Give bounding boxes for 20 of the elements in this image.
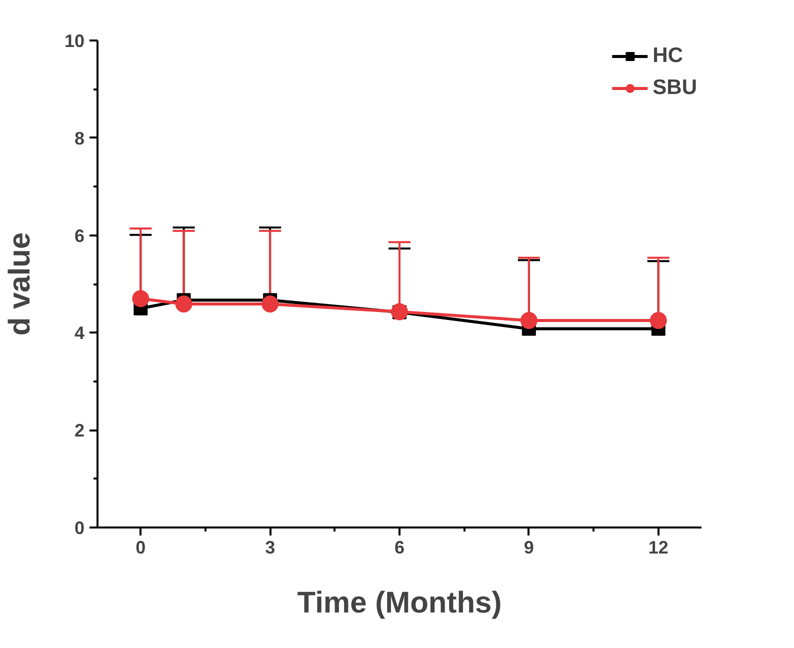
x-tick-label: 9 [524, 538, 534, 558]
y-tick-label: 0 [74, 518, 85, 538]
x-tick-label: 12 [648, 538, 668, 558]
y-tick-label: 4 [74, 323, 85, 344]
point [132, 290, 150, 308]
point [650, 312, 667, 330]
y-tick-label: 8 [74, 128, 85, 148]
x-tick-label: 0 [136, 538, 146, 558]
y-tick-label: 6 [74, 226, 85, 246]
point [262, 295, 279, 312]
point [520, 312, 538, 330]
y-axis-title: d value [3, 232, 36, 336]
legend-label: SBU [652, 76, 697, 100]
legend-label: HC [652, 44, 683, 68]
x-tick-label: 3 [265, 538, 276, 558]
y-tick-label: 2 [74, 420, 85, 441]
y-tick-label: 10 [64, 31, 85, 51]
point [175, 295, 192, 312]
x-tick-label: 6 [394, 538, 405, 558]
x-axis-title: Time (Months) [297, 586, 502, 620]
